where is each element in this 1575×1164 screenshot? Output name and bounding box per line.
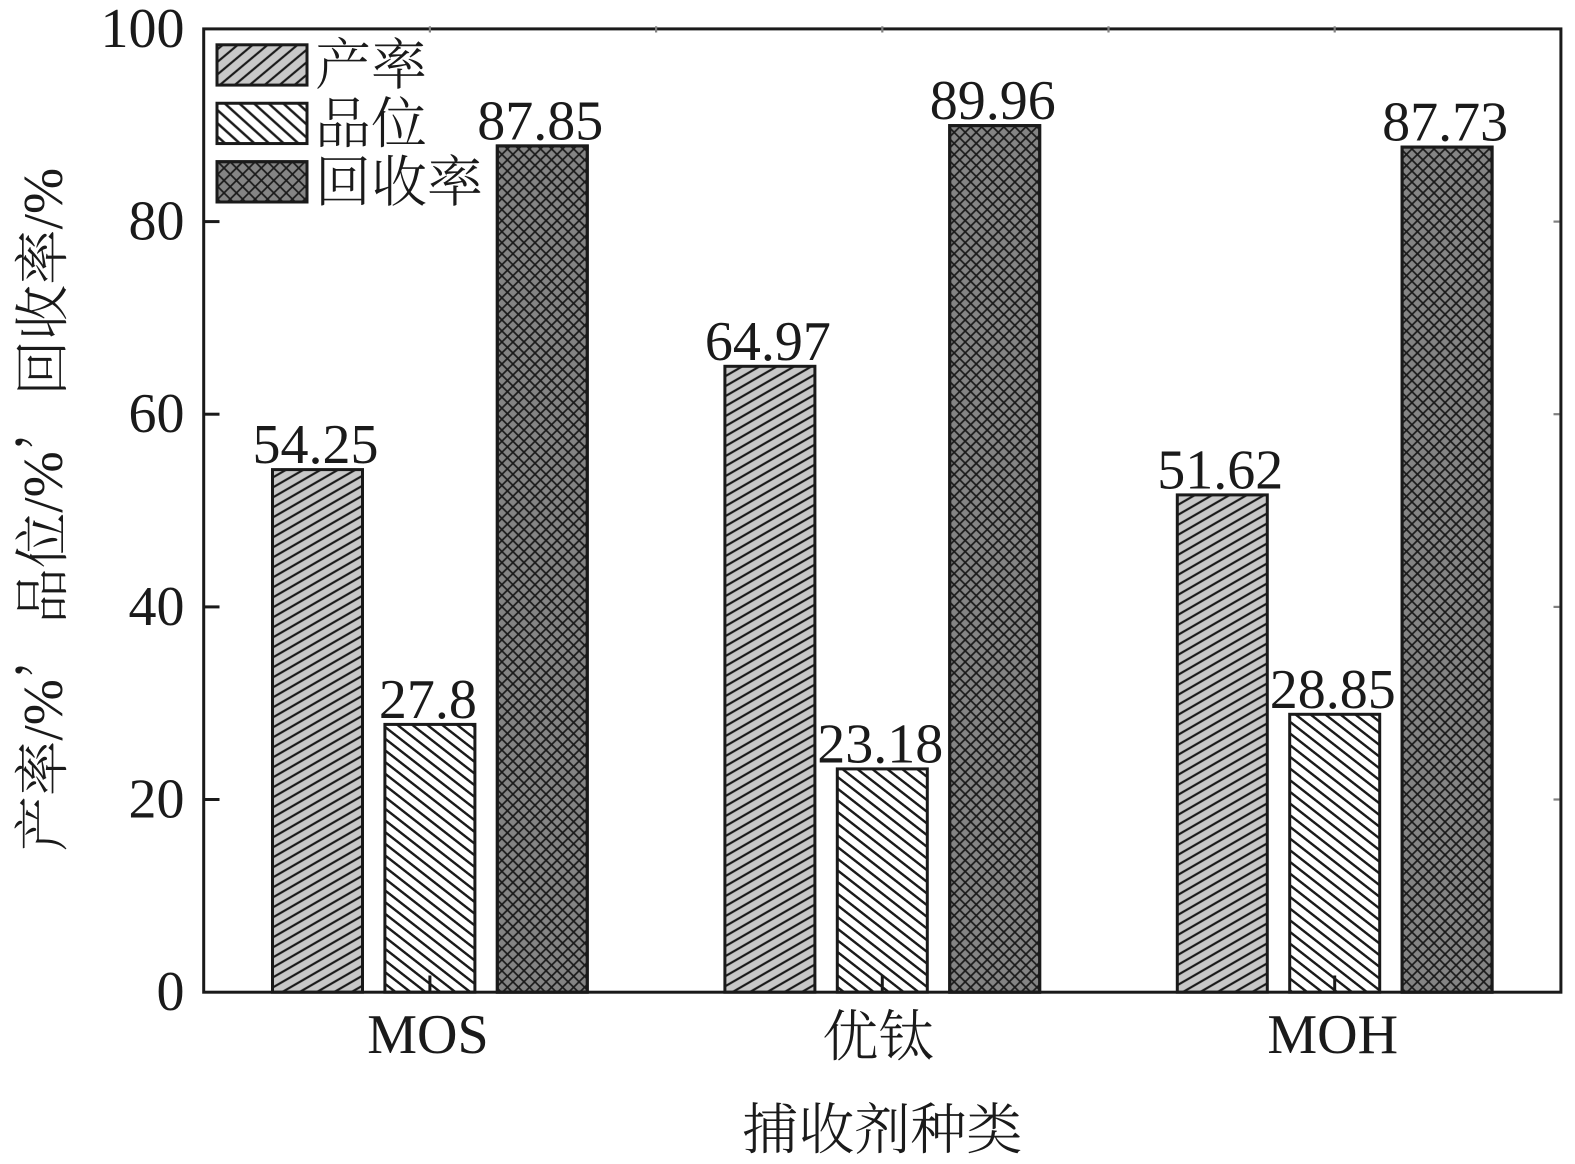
svg-text:/%: /%	[13, 168, 75, 230]
svg-text:40: 40	[129, 576, 185, 638]
svg-text:54.25: 54.25	[253, 414, 379, 476]
svg-text:0: 0	[157, 961, 185, 1023]
svg-text:27.8: 27.8	[379, 669, 477, 731]
svg-text:100: 100	[101, 0, 185, 60]
svg-text:87.85: 87.85	[477, 90, 603, 152]
svg-text:23.18: 23.18	[817, 713, 943, 775]
svg-text:80: 80	[129, 191, 185, 253]
svg-text:64.97: 64.97	[705, 311, 831, 373]
svg-text:51.62: 51.62	[1157, 439, 1283, 501]
svg-text:MOS: MOS	[367, 1004, 488, 1066]
svg-text:89.96: 89.96	[930, 70, 1056, 132]
svg-text:20: 20	[129, 769, 185, 831]
svg-text:60: 60	[129, 383, 185, 445]
svg-text:MOH: MOH	[1267, 1004, 1398, 1066]
svg-text:/%: /%	[13, 451, 75, 513]
svg-text:/%: /%	[13, 679, 75, 741]
svg-text:28.85: 28.85	[1270, 659, 1396, 721]
svg-text:87.73: 87.73	[1382, 92, 1508, 154]
